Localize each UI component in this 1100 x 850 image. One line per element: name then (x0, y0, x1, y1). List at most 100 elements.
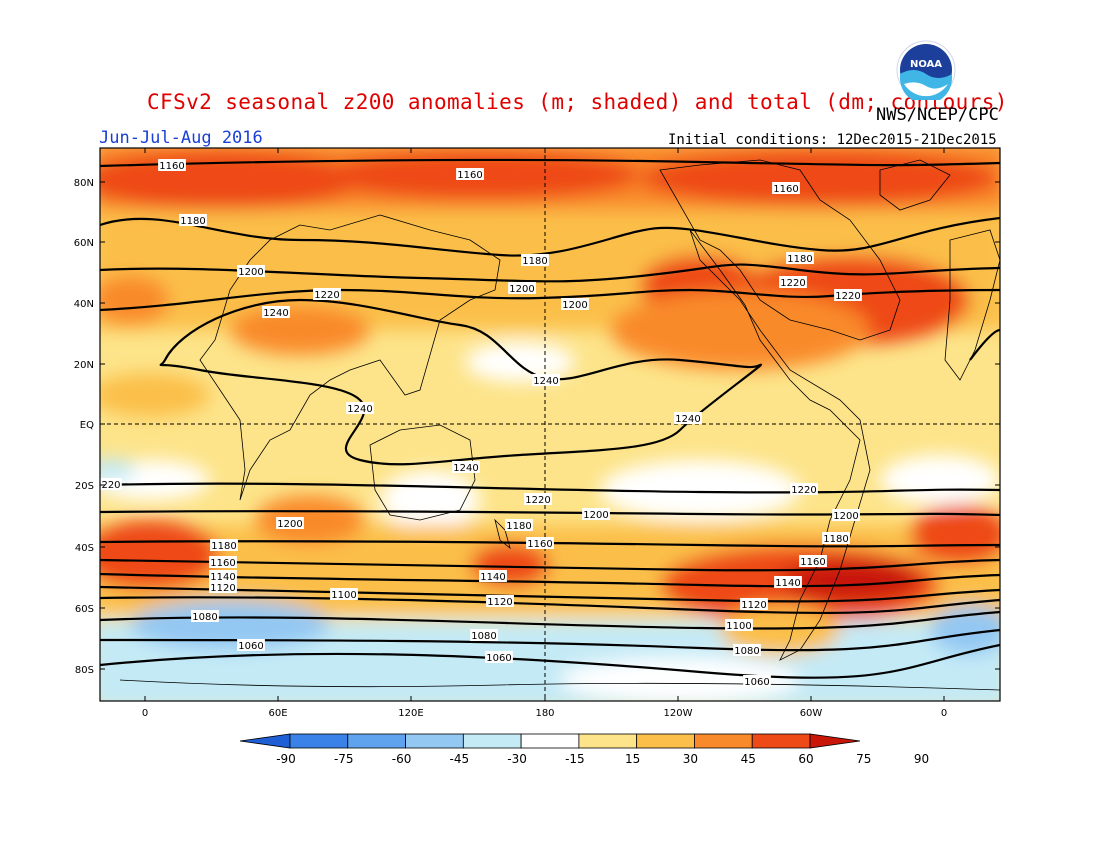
contour-label-bg (262, 306, 290, 318)
lon-tick-label: 60W (800, 708, 823, 719)
contour-label: 1240 (263, 308, 288, 319)
contour-label-bg (774, 576, 802, 588)
colorbar-tick-label: 60 (798, 752, 813, 766)
contour-label: 1120 (741, 600, 766, 611)
contour-label: 1140 (480, 572, 505, 583)
colorbar-tick-label: 45 (741, 752, 756, 766)
contour-label: 1240 (347, 404, 372, 415)
contour-label: 1060 (238, 641, 263, 652)
lat-tick-label: 60N (74, 238, 94, 249)
lat-tick-label: 80N (74, 178, 94, 189)
colorbar-tick-label: 90 (914, 752, 929, 766)
lon-tick-label: 120W (664, 708, 693, 719)
colorbar-bin (289, 733, 349, 749)
contour-label: 220 (101, 480, 120, 491)
contour-label: 1200 (833, 511, 858, 522)
colorbar-bin (347, 733, 406, 749)
colorbar: -90 -75 -60 -45 -30 -15 15 30 45 60 75 90 (239, 733, 929, 766)
contour-label-bg (452, 461, 480, 473)
coastlines (119, 159, 1000, 691)
contour-label: 1180 (522, 256, 547, 267)
contour-label-bg (237, 265, 265, 277)
contour-label-bg (237, 639, 265, 651)
colorbar-tick-label: -30 (507, 752, 527, 766)
contour-label: 1080 (471, 631, 496, 642)
contour-label: 1160 (527, 539, 552, 550)
contour-label-bg (313, 288, 341, 300)
contour-labels: 1160 1160 1160 1180 1180 1180 1200 1220 1200 1220… (100, 159, 862, 688)
contour-label-bg (209, 570, 237, 582)
colorbar-tick-label: -15 (565, 752, 585, 766)
contour-label: 1240 (533, 376, 558, 387)
contour-label: 1100 (331, 590, 356, 601)
colorbar-bin (405, 733, 464, 749)
colorbar-high-arrow (809, 733, 861, 749)
contour-label: 1080 (734, 646, 759, 657)
initial-conditions-label: Initial conditions: 12Dec2015-21Dec2015 (668, 132, 997, 148)
contour-label-bg (346, 402, 374, 414)
lat-tick-label: 20S (75, 481, 94, 492)
contour-label-bg (158, 159, 186, 171)
contour-label: 1180 (787, 254, 812, 265)
colorbar-low-arrow (239, 733, 291, 749)
contour-label: 1240 (453, 463, 478, 474)
contour-label: 1180 (211, 541, 236, 552)
contour-label: 1120 (210, 583, 235, 594)
contour-label: 1220 (780, 278, 805, 289)
lat-tick-label: 40N (74, 299, 94, 310)
lon-tick-label: 0 (142, 708, 148, 719)
contour-label: 1220 (791, 485, 816, 496)
contour-label-bg (834, 289, 862, 301)
contour-label-bg (582, 508, 610, 520)
contour-label: 1160 (159, 161, 184, 172)
colorbar-tick-label: 15 (625, 752, 640, 766)
season-label: Jun-Jul-Aug 2016 (99, 128, 263, 148)
contour-label-bg (479, 570, 507, 582)
contour-label-bg (179, 214, 207, 226)
contour-label-bg (210, 539, 238, 551)
contour-label-bg (209, 556, 237, 568)
contour-label-bg (100, 478, 122, 490)
colorbar-tick-label: 75 (856, 752, 871, 766)
colorbar-bin (462, 733, 522, 749)
contour-label: 1160 (457, 170, 482, 181)
lon-tick-label: 0 (941, 708, 947, 719)
contour-label: 1120 (487, 597, 512, 608)
contour-label-bg (832, 509, 860, 521)
contour-label-bg (485, 651, 513, 663)
contour-label: 1220 (835, 291, 860, 302)
contour-label-bg (790, 483, 818, 495)
contour-label-bg (276, 517, 304, 529)
lat-tick-label: EQ (80, 420, 94, 431)
contour-label: 1080 (192, 612, 217, 623)
contour-label-bg (799, 555, 827, 567)
contour-label-bg (508, 282, 536, 294)
contour-label: 1200 (583, 510, 608, 521)
colorbar-tick-label: 30 (683, 752, 698, 766)
contour-label-bg (674, 412, 702, 424)
contour-label-bg (209, 581, 237, 593)
contour-label: 1140 (210, 572, 235, 583)
logo-text: NOAA (910, 59, 942, 70)
contour-label: 1200 (509, 284, 534, 295)
contour-label-bg (743, 675, 771, 687)
contour-label: 1200 (562, 300, 587, 311)
colorbar-bin (751, 733, 811, 749)
lat-tick-label: 60S (75, 604, 94, 615)
contour-label-bg (191, 610, 219, 622)
colorbar-bin (636, 733, 695, 749)
colorbar-tick-label: -45 (450, 752, 470, 766)
colorbar-bin (520, 733, 580, 749)
contour-label: 1060 (486, 653, 511, 664)
colorbar-tick-label: -75 (334, 752, 354, 766)
noaa-logo: NOAA (896, 40, 956, 100)
colorbar-tick-label: -90 (276, 752, 296, 766)
contour-label-bg (725, 619, 753, 631)
axis-ticks: 80N 60N 40N 20N EQ 20S 40S 60S 80S 0 60E 120E 180 120… (74, 148, 1000, 719)
contour-label: 1160 (800, 557, 825, 568)
colorbar-bin (578, 733, 638, 749)
contour-label-bg (526, 537, 554, 549)
colorbar-tick-label: -60 (392, 752, 412, 766)
contour-label-bg (470, 629, 498, 641)
